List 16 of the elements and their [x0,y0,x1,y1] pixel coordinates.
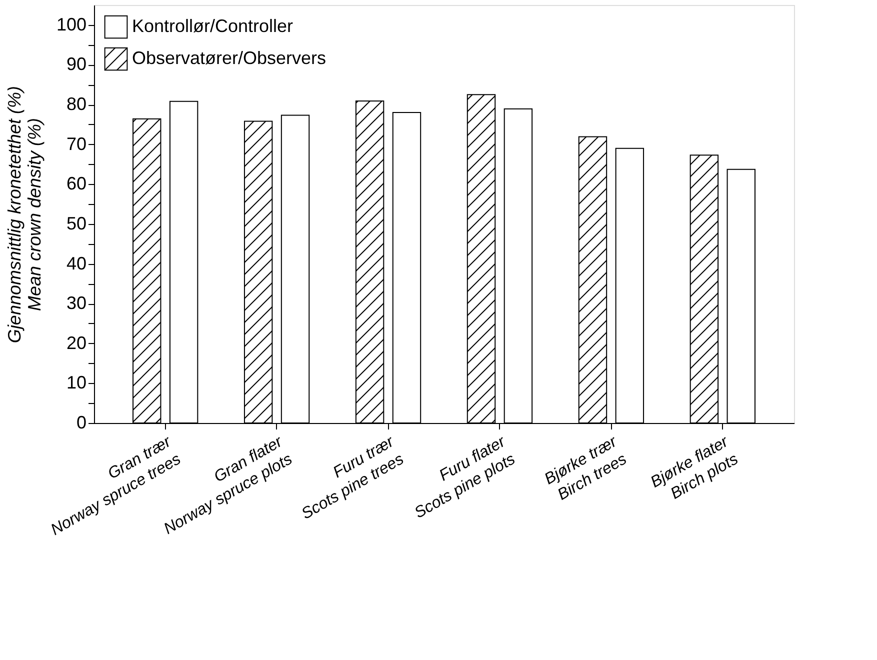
y-tick-label: 30 [66,293,86,314]
y-tick-label: 70 [66,134,86,154]
y-tick-label: 60 [66,174,86,194]
y-tick-label: 20 [66,332,86,353]
y-axis-title: Gjennomsnittlig kronetetthet (%) Mean crown density (%) [4,86,44,344]
legend-label: Observatører/Observers [132,48,326,68]
x-tick-label: Furu flater Scots pine plots [412,433,518,522]
y-tick-label: 100 [56,14,86,34]
y-tick-label: 90 [66,54,86,74]
y-tick-label: 80 [66,94,86,114]
y-tick-label: 40 [66,253,86,274]
y-tick-label: 50 [66,213,86,234]
legend-label: Kontrollør/Controller [132,16,294,36]
x-tick-label: Furu trær Scots pine trees [298,433,407,523]
y-tick-label: 10 [66,372,86,393]
y-tick-label: 0 [76,412,86,432]
